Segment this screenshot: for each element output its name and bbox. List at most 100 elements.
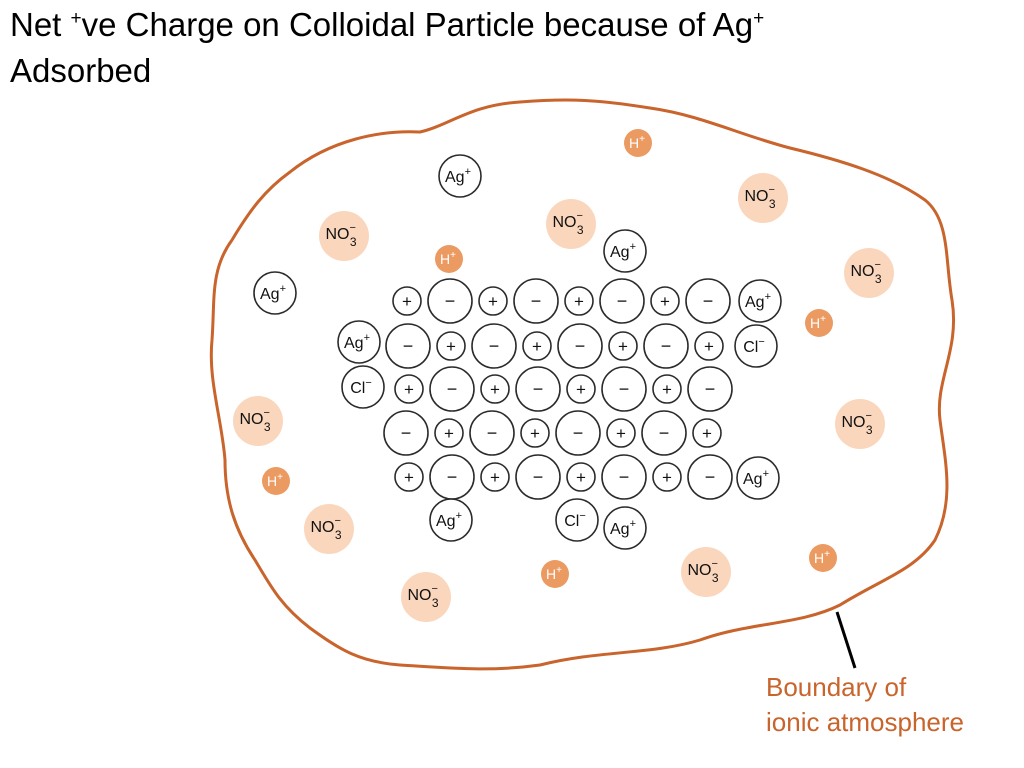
lattice-cation: + bbox=[650, 286, 680, 316]
lattice-anion: − bbox=[469, 410, 515, 456]
lattice-anion: − bbox=[601, 366, 647, 412]
lattice-anion: − bbox=[557, 323, 603, 369]
svg-text:Ag+: Ag+ bbox=[745, 291, 771, 311]
svg-text:NO−3: NO− 3 bbox=[841, 410, 872, 437]
svg-text:−: − bbox=[619, 379, 630, 399]
svg-text:−: − bbox=[403, 336, 414, 356]
svg-text:Ag+: Ag+ bbox=[344, 332, 370, 352]
svg-text:−: − bbox=[705, 467, 716, 487]
svg-text:Ag+: Ag+ bbox=[743, 468, 769, 488]
svg-text:H+: H+ bbox=[546, 565, 562, 582]
lattice-anion: − bbox=[383, 410, 429, 456]
boundary-label-line-1: Boundary of bbox=[766, 672, 907, 702]
svg-text:−: − bbox=[661, 336, 672, 356]
nitrate-ion: NO− 3 bbox=[546, 199, 596, 249]
lattice-anion: − bbox=[687, 454, 733, 500]
nitrate-ion: NO− 3 bbox=[835, 399, 885, 449]
lattice-anion: − bbox=[601, 454, 647, 500]
silver-ion: Ag+ bbox=[738, 279, 782, 323]
lattice-anion: − bbox=[685, 278, 731, 324]
title-ag-charge-superscript: + bbox=[753, 8, 765, 29]
lattice-cation: + bbox=[394, 374, 424, 404]
svg-text:+: + bbox=[662, 468, 672, 487]
nitrate-ion: NO− 3 bbox=[233, 396, 283, 446]
lattice-anion: − bbox=[687, 366, 733, 412]
lattice-cation: + bbox=[566, 462, 596, 492]
lattice-anion: − bbox=[643, 323, 689, 369]
silver-ion: Ag+ bbox=[429, 498, 473, 542]
lattice-anion: − bbox=[599, 278, 645, 324]
silver-ion: Ag+ bbox=[438, 154, 482, 198]
nitrate-ion: NO− 3 bbox=[319, 211, 369, 261]
svg-text:+: + bbox=[404, 380, 414, 399]
boundary-pointer-line bbox=[835, 611, 857, 669]
lattice-cation: + bbox=[606, 418, 636, 448]
hydrogen-ion: H+ bbox=[435, 245, 463, 273]
nitrate-ion: NO− 3 bbox=[844, 248, 894, 298]
lattice-anion: − bbox=[515, 366, 561, 412]
svg-text:−: − bbox=[447, 467, 458, 487]
svg-text:NO−3: NO− 3 bbox=[552, 210, 583, 237]
lattice-anion: − bbox=[515, 454, 561, 500]
silver-ion: Ag+ bbox=[603, 229, 647, 273]
hydrogen-ion: H+ bbox=[624, 129, 652, 157]
lattice-cation: + bbox=[652, 374, 682, 404]
lattice-cation: + bbox=[522, 331, 552, 361]
lattice-cation: + bbox=[652, 462, 682, 492]
lattice-anion: − bbox=[385, 323, 431, 369]
hydrogen-ion: H+ bbox=[805, 309, 833, 337]
svg-text:−: − bbox=[445, 291, 456, 311]
svg-text:+: + bbox=[576, 380, 586, 399]
lattice-cation: + bbox=[434, 418, 464, 448]
svg-text:−: − bbox=[619, 467, 630, 487]
svg-text:−: − bbox=[401, 423, 412, 443]
svg-text:+: + bbox=[618, 337, 628, 356]
ionic-atmosphere-ions: NO− 3 NO− 3 NO− 3 NO− 3 NO− 3 NO− 3 NO− 3 NO− 3 NO− 3 H+ H+… bbox=[233, 129, 894, 622]
svg-text:+: + bbox=[530, 424, 540, 443]
hydrogen-ion: H+ bbox=[809, 544, 837, 572]
svg-text:NO−3: NO− 3 bbox=[407, 583, 438, 610]
lattice-anion: − bbox=[513, 278, 559, 324]
hydrogen-ion: H+ bbox=[262, 467, 290, 495]
slide-title: Net +ve Charge on Colloidal Particle bec… bbox=[10, 2, 1010, 94]
svg-text:NO−3: NO− 3 bbox=[325, 222, 356, 249]
silver-ion: Ag+ bbox=[253, 271, 297, 315]
svg-text:NO−3: NO− 3 bbox=[310, 515, 341, 542]
silver-ion: Ag+ bbox=[736, 456, 780, 500]
svg-text:+: + bbox=[532, 337, 542, 356]
ionic-atmosphere-boundary bbox=[209, 98, 956, 671]
svg-text:+: + bbox=[404, 468, 414, 487]
title-text-end: Adsorbed bbox=[10, 52, 152, 89]
svg-text:Ag+: Ag+ bbox=[610, 518, 636, 538]
lattice-cation: + bbox=[478, 286, 508, 316]
colloidal-particle-lattice: + − + − + − + − − + − + − + − + + − + − + − + − − + − + − + − + + − + − + − + − bbox=[383, 278, 733, 500]
svg-text:Ag+: Ag+ bbox=[260, 283, 286, 303]
svg-text:−: − bbox=[531, 291, 542, 311]
svg-text:−: − bbox=[659, 423, 670, 443]
nitrate-ion: NO− 3 bbox=[304, 504, 354, 554]
svg-text:NO−3: NO− 3 bbox=[850, 259, 881, 286]
svg-text:−: − bbox=[617, 291, 628, 311]
boundary-label: Boundary of ionic atmosphere bbox=[766, 670, 1016, 740]
svg-text:+: + bbox=[490, 468, 500, 487]
lattice-cation: + bbox=[394, 462, 424, 492]
lattice-cation: + bbox=[608, 331, 638, 361]
lattice-anion: − bbox=[641, 410, 687, 456]
silver-ion: Ag+ bbox=[603, 506, 647, 550]
svg-text:NO−3: NO− 3 bbox=[744, 184, 775, 211]
title-text-start: Net bbox=[10, 6, 71, 43]
title-plus-superscript: + bbox=[70, 8, 82, 29]
lattice-cation: + bbox=[692, 418, 722, 448]
svg-text:−: − bbox=[575, 336, 586, 356]
lattice-cation: + bbox=[694, 331, 724, 361]
svg-text:+: + bbox=[488, 292, 498, 311]
svg-text:+: + bbox=[616, 424, 626, 443]
svg-text:H+: H+ bbox=[814, 549, 830, 566]
svg-text:NO−3: NO− 3 bbox=[687, 558, 718, 585]
svg-text:H+: H+ bbox=[629, 134, 645, 151]
chloride-ion: Cl− bbox=[341, 365, 385, 409]
svg-text:+: + bbox=[660, 292, 670, 311]
svg-text:+: + bbox=[576, 468, 586, 487]
svg-text:+: + bbox=[574, 292, 584, 311]
